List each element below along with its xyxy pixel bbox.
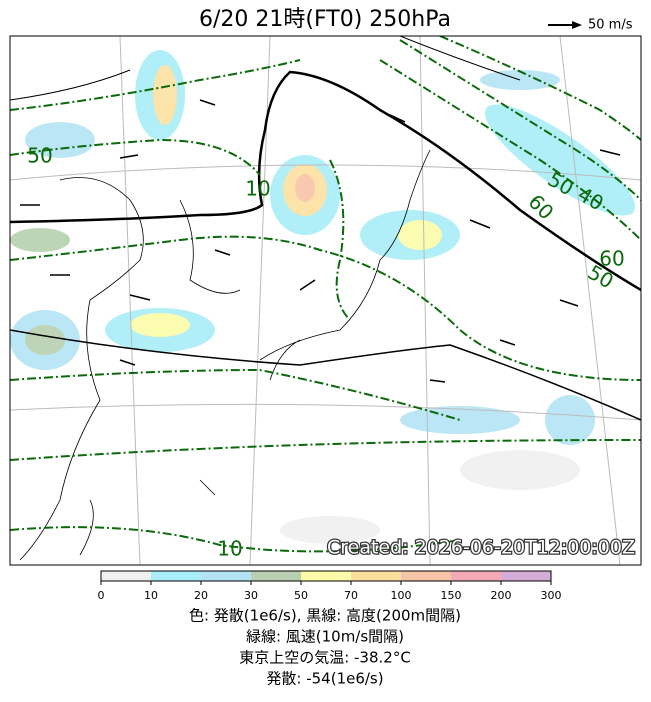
colorbar-segment: [451, 571, 501, 581]
colorbar-tick-label: 30: [244, 589, 258, 602]
colorbar-segment: [401, 571, 451, 581]
created-stamp: Created: 2026-06-20T12:00:00Z: [327, 537, 635, 559]
colorbar-tick-label: 200: [491, 589, 512, 602]
colorbar-segment: [301, 571, 351, 581]
colorbar-tick-label: 20: [194, 589, 208, 602]
colorbar-frame: [100, 570, 552, 582]
colorbar-tick-label: 100: [391, 589, 412, 602]
colorbar: 0 10 20 30 50 70 100 150 200 300: [98, 570, 562, 602]
colorbar-segment: [201, 571, 251, 581]
colorbar-segment: [151, 571, 201, 581]
map: [9, 35, 642, 566]
wind-legend-arrowhead: [572, 21, 582, 29]
colorbar-tick-label: 150: [441, 589, 462, 602]
colorbar-tick-label: 0: [98, 589, 105, 602]
wind-legend-label: 50 m/s: [588, 18, 633, 33]
caption-line: 緑線: 風速(10m/s間隔): [246, 628, 404, 646]
colorbar-tick-label: 300: [541, 589, 562, 602]
caption: 色: 発散(1e6/s), 黒線: 高度(200m間隔) 緑線: 風速(10m/s…: [189, 607, 461, 688]
colorbar-segment: [251, 571, 301, 581]
colorbar-tick-label: 50: [294, 589, 308, 602]
caption-line: 発散: -54(1e6/s): [266, 670, 383, 688]
colorbar-segment: [351, 571, 401, 581]
contour-label: 60: [599, 247, 624, 271]
caption-line: 色: 発散(1e6/s), 黒線: 高度(200m間隔): [189, 607, 461, 625]
colorbar-segment: [101, 571, 151, 581]
colorbar-tick-label: 10: [144, 589, 158, 602]
title: 6/20 21時(FT0) 250hPa: [199, 7, 451, 32]
colorbar-segment: [501, 571, 551, 581]
contour-label: 10: [245, 177, 270, 201]
contour-label: 10: [217, 537, 242, 561]
caption-line: 東京上空の気温: -38.2°C: [239, 649, 411, 667]
colorbar-tick-label: 70: [344, 589, 358, 602]
contour-label: 50: [27, 144, 52, 168]
